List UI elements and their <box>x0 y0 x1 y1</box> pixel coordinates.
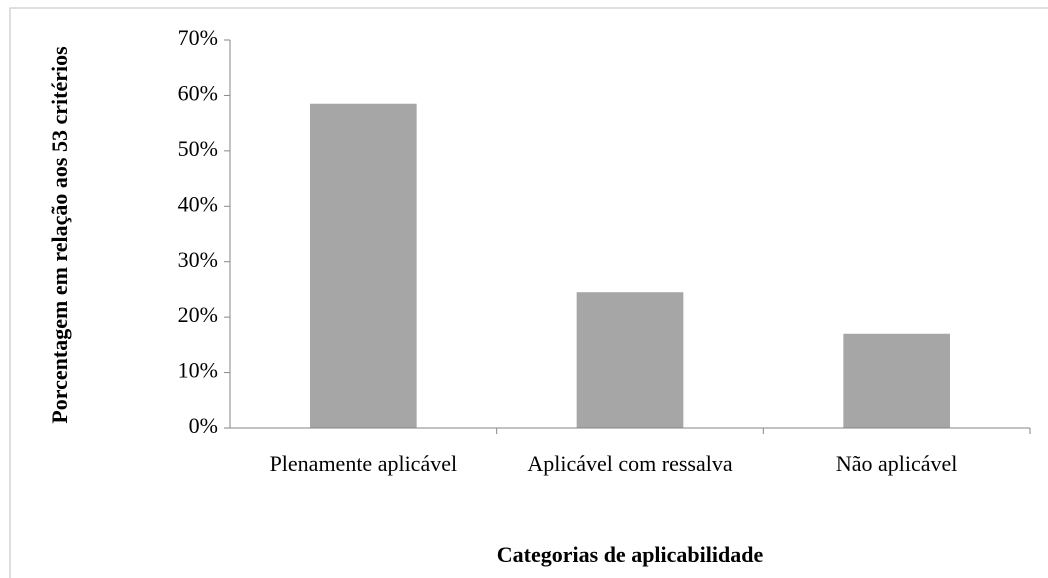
y-tick-label: 30% <box>178 247 218 272</box>
bar <box>843 333 950 428</box>
chart-frame <box>9 7 1048 578</box>
y-tick-label: 0% <box>189 413 218 438</box>
y-tick-label: 40% <box>178 191 218 216</box>
y-tick-label: 60% <box>178 80 218 105</box>
y-axis-title: Porcentagem em relação aos 53 critérios <box>47 46 72 424</box>
x-axis-title: Categorias de aplicabilidade <box>496 542 764 567</box>
bar <box>310 103 417 428</box>
y-tick-label: 10% <box>178 358 218 383</box>
x-tick-label: Aplicável com ressalva <box>527 451 733 476</box>
x-tick-label: Plenamente aplicável <box>269 451 458 476</box>
bar <box>576 292 684 428</box>
x-tick-label: Não aplicável <box>835 451 958 476</box>
y-tick-label: 50% <box>178 136 218 161</box>
y-tick-label: 20% <box>178 302 218 327</box>
y-tick-label: 70% <box>178 25 218 50</box>
